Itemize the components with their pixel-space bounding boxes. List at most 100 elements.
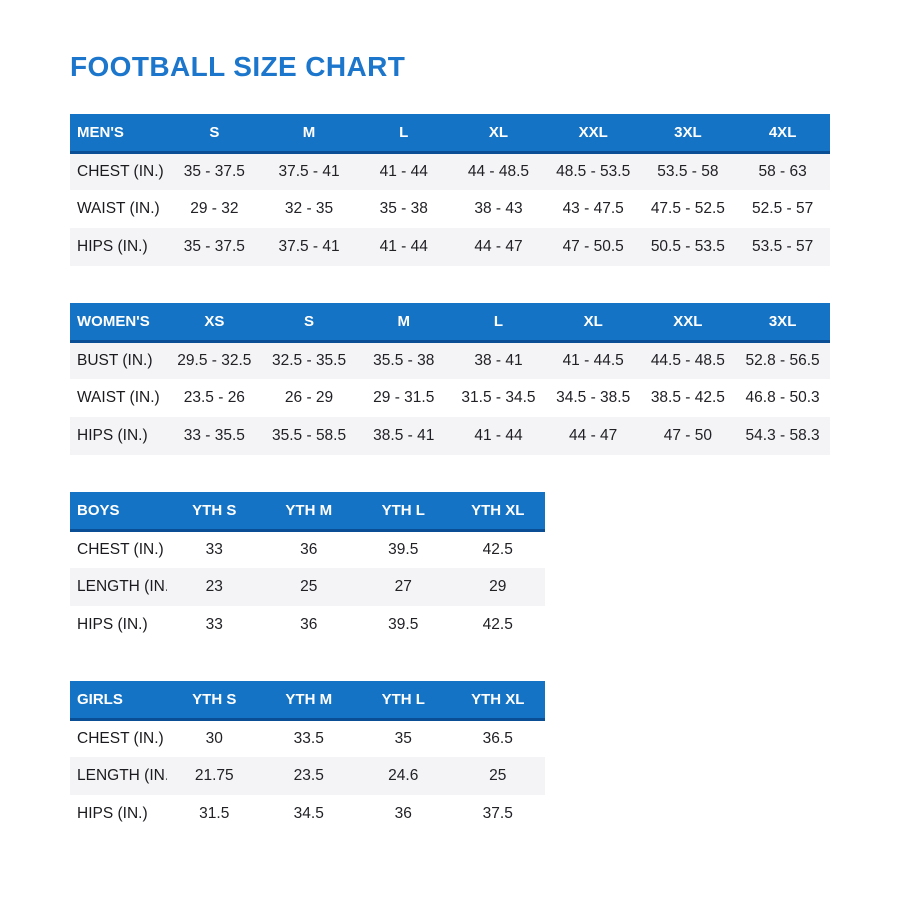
row-label: LENGTH (IN.): [77, 767, 167, 784]
size-cell: 32.5 - 35.5: [272, 351, 347, 369]
size-col-header: XS: [167, 303, 262, 343]
size-col-header: YTH XL: [450, 681, 545, 721]
size-col-header: YTH M: [261, 492, 356, 532]
size-col-header: M: [261, 114, 357, 154]
table-row: HIPS (IN.) 33 36 39.5 42.5: [70, 606, 545, 644]
size-cell: 39.5: [388, 616, 419, 633]
row-label: CHEST (IN.): [77, 729, 164, 747]
size-cell: 42.5: [482, 616, 513, 633]
size-col-header: YTH XL: [450, 492, 545, 532]
size-cell: 29 - 32: [190, 200, 239, 217]
table-row: LENGTH (IN.) 21.75 23.5 24.6 25: [70, 757, 545, 795]
size-col-header: S: [167, 114, 262, 154]
size-cell: 48.5 - 53.5: [556, 162, 631, 180]
table-row: HIPS (IN.) 33 - 35.5 35.5 - 58.5 38.5 - …: [70, 417, 830, 455]
table-row: CHEST (IN.) 30 33.5 35 36.5: [70, 719, 545, 757]
size-cell: 47.5 - 52.5: [650, 200, 725, 217]
size-col-header: YTH M: [261, 681, 356, 721]
size-cell: 33: [205, 540, 223, 558]
size-cell: 31.5 - 34.5: [461, 389, 536, 406]
table-group-title: WOMEN'S: [70, 303, 167, 343]
size-cell: 50.5 - 53.5: [650, 238, 725, 255]
size-col-header: 4XL: [735, 114, 830, 154]
size-cell: 41 - 44: [379, 162, 428, 180]
size-cell: 32 - 35: [284, 200, 334, 217]
size-col-header: YTH S: [167, 681, 262, 721]
size-cell: 53.5 - 58: [657, 162, 719, 180]
size-cell: 25: [300, 578, 318, 595]
womens-header-row: WOMEN'S XS S M L XL XXL 3XL: [70, 303, 830, 343]
size-cell: 33: [205, 616, 223, 633]
mens-header-row: MEN'S S M L XL XXL 3XL 4XL: [70, 114, 830, 154]
size-cell: 44 - 47: [474, 238, 523, 255]
size-cell: 21.75: [194, 767, 234, 784]
row-label: HIPS (IN.): [77, 805, 148, 822]
table-row: CHEST (IN.) 35 - 37.5 37.5 - 41 41 - 44 …: [70, 152, 830, 190]
size-col-header: XXL: [545, 114, 641, 154]
table-row: BUST (IN.) 29.5 - 32.5 32.5 - 35.5 35.5 …: [70, 341, 830, 379]
row-label: CHEST (IN.): [77, 162, 164, 180]
size-cell: 29 - 31.5: [373, 389, 435, 406]
size-cell: 46.8 - 50.3: [745, 389, 820, 406]
size-cell: 41 - 44.5: [562, 351, 624, 369]
size-cell: 23.5 - 26: [183, 389, 245, 406]
size-cell: 38.5 - 42.5: [650, 389, 725, 406]
size-col-header: L: [451, 303, 546, 343]
womens-size-table: WOMEN'S XS S M L XL XXL 3XL BUST (IN.) 2…: [70, 303, 830, 455]
size-cell: 34.5 - 38.5: [556, 389, 631, 406]
girls-header-row: GIRLS YTH S YTH M YTH L YTH XL: [70, 681, 545, 721]
row-label: LENGTH (IN.): [77, 578, 167, 595]
size-cell: 33 - 35.5: [183, 427, 245, 444]
size-cell: 29: [489, 578, 507, 595]
size-cell: 35 - 37.5: [183, 162, 245, 180]
size-cell: 54.3 - 58.3: [745, 427, 820, 444]
table-group-title: MEN'S: [70, 114, 167, 154]
size-cell: 37.5: [482, 805, 513, 822]
size-cell: 44 - 48.5: [467, 162, 530, 180]
size-cell: 36: [394, 805, 412, 822]
size-cell: 35 - 38: [379, 200, 428, 217]
size-col-header: M: [356, 303, 452, 343]
size-col-header: XXL: [640, 303, 736, 343]
size-cell: 38 - 41: [474, 351, 523, 369]
boys-header-row: BOYS YTH S YTH M YTH L YTH XL: [70, 492, 545, 532]
table-row: HIPS (IN.) 31.5 34.5 36 37.5: [70, 795, 545, 833]
size-col-header: XL: [451, 114, 546, 154]
size-cell: 41 - 44: [379, 238, 428, 255]
girls-size-table: GIRLS YTH S YTH M YTH L YTH XL CHEST (IN…: [70, 681, 545, 833]
size-cell: 35: [394, 729, 412, 747]
size-cell: 44 - 47: [569, 427, 618, 444]
size-col-header: YTH L: [356, 681, 451, 721]
size-col-header: XL: [545, 303, 641, 343]
size-cell: 35.5 - 38: [373, 351, 435, 369]
page-title: FOOTBALL SIZE CHART: [70, 51, 406, 82]
size-cell: 52.8 - 56.5: [745, 351, 820, 369]
size-cell: 39.5: [388, 540, 419, 558]
size-col-header: 3XL: [735, 303, 830, 343]
size-cell: 47 - 50: [663, 427, 712, 444]
row-label: HIPS (IN.): [77, 238, 148, 255]
size-cell: 36: [300, 540, 318, 558]
size-cell: 42.5: [482, 540, 513, 558]
size-cell: 36.5: [482, 729, 513, 747]
size-cell: 24.6: [388, 767, 419, 784]
size-cell: 47 - 50.5: [562, 238, 624, 255]
table-row: LENGTH (IN.) 23 25 27 29: [70, 568, 545, 606]
row-label: WAIST (IN.): [77, 389, 160, 406]
row-label: WAIST (IN.): [77, 200, 160, 217]
size-cell: 36: [300, 616, 318, 633]
boys-size-table: BOYS YTH S YTH M YTH L YTH XL CHEST (IN.…: [70, 492, 545, 644]
size-cell: 26 - 29: [284, 389, 334, 406]
table-row: HIPS (IN.) 35 - 37.5 37.5 - 41 41 - 44 4…: [70, 228, 830, 266]
size-col-header: S: [261, 303, 357, 343]
size-cell: 38.5 - 41: [373, 427, 435, 444]
size-cell: 31.5: [199, 805, 230, 822]
row-label: HIPS (IN.): [77, 427, 148, 444]
size-cell: 25: [489, 767, 507, 784]
size-cell: 53.5 - 57: [752, 238, 814, 255]
size-cell: 34.5: [293, 805, 324, 822]
row-label: HIPS (IN.): [77, 616, 148, 633]
size-cell: 35 - 37.5: [183, 238, 245, 255]
table-row: WAIST (IN.) 23.5 - 26 26 - 29 29 - 31.5 …: [70, 379, 830, 417]
